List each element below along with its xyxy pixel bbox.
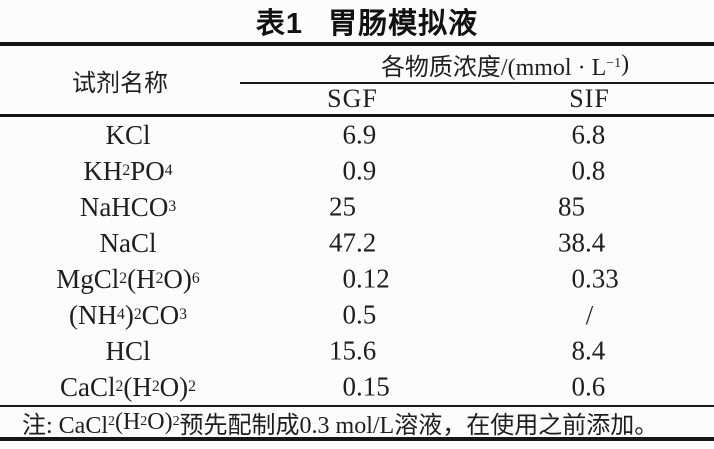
sif-value-cell: 6.8 bbox=[571, 119, 606, 150]
table-number: 表1 bbox=[255, 8, 304, 40]
sif-value-cell: 38.4 bbox=[558, 227, 606, 258]
sif-value-cell: / bbox=[585, 299, 594, 330]
reagent-cell: KCl bbox=[105, 119, 151, 150]
sif-value-cell: 0.6 bbox=[571, 371, 606, 402]
concentration-group-header: 各物质浓度/(mmol · L −1) bbox=[240, 46, 714, 84]
column-header-sif: SIF bbox=[569, 84, 610, 113]
sif-value-cell: 85 bbox=[558, 191, 585, 222]
table-title: 表1 胃肠模拟液 bbox=[10, 0, 714, 42]
reagent-cell: MgCl 2 (H 2 O) 6 bbox=[56, 263, 200, 294]
sgf-value-cell: 0.15 bbox=[342, 371, 390, 402]
sif-value-cell: 0.33 bbox=[571, 263, 619, 294]
reagent-cell: KH 2 PO 4 bbox=[83, 155, 173, 186]
sgf-value-cell: 0.9 bbox=[342, 155, 377, 186]
sgf-value-cell: 0.5 bbox=[342, 299, 377, 330]
sgf-value-cell: 47.2 bbox=[329, 227, 377, 258]
table-row: KH 2 PO 4 0.9 0.8 bbox=[0, 153, 714, 189]
concentration-column-group: 各物质浓度/(mmol · L −1) SGF SIF bbox=[240, 46, 714, 114]
table: 试剂名称 各物质浓度/(mmol · L −1) SGF SIF KCl 6.9 … bbox=[0, 42, 714, 441]
sgf-value-cell: 0.12 bbox=[342, 263, 390, 294]
reagent-cell: HCl bbox=[105, 335, 151, 366]
table-row: NaCl 47.2 38.4 bbox=[0, 225, 714, 261]
sgf-value-cell: 6.9 bbox=[342, 119, 377, 150]
table-row: HCl 15.6 8.4 bbox=[0, 333, 714, 369]
table-row: NaHCO 3 25 85 bbox=[0, 189, 714, 225]
reagent-column-header: 试剂名称 bbox=[72, 70, 168, 97]
table-row: MgCl 2 (H 2 O) 6 0.12 0.33 bbox=[0, 261, 714, 297]
table-header: 试剂名称 各物质浓度/(mmol · L −1) SGF SIF bbox=[0, 46, 714, 117]
reagent-cell: NaHCO 3 bbox=[79, 191, 177, 222]
reagent-cell: NaCl bbox=[99, 227, 157, 258]
sgf-value-cell: 25 bbox=[329, 191, 356, 222]
reagent-cell: CaCl 2 (H 2 O) 2 bbox=[60, 371, 196, 402]
sif-value-cell: 0.8 bbox=[571, 155, 606, 186]
sif-value-cell: 8.4 bbox=[571, 335, 606, 366]
table-row: KCl 6.9 6.8 bbox=[0, 117, 714, 153]
table-name: 胃肠模拟液 bbox=[328, 8, 479, 40]
table-row: CaCl 2 (H 2 O) 2 0.15 0.6 bbox=[0, 369, 714, 405]
column-header-sgf: SGF bbox=[327, 84, 378, 113]
table-row: (NH 4) 2 CO 3 0.5 / bbox=[0, 297, 714, 333]
reagent-cell: (NH 4) 2 CO 3 bbox=[69, 299, 187, 330]
sgf-value-cell: 15.6 bbox=[329, 335, 377, 366]
table-note: 注: CaCl 2 (H 2 O) 2 预先配制成0.3 mol/L溶液，在使用之前添加。 bbox=[0, 405, 714, 439]
sub-column-headers: SGF SIF bbox=[240, 84, 714, 114]
table-body: KCl 6.9 6.8 KH 2 PO 4 0.9 0.8 NaHCO 3 25 85 … bbox=[0, 117, 714, 405]
